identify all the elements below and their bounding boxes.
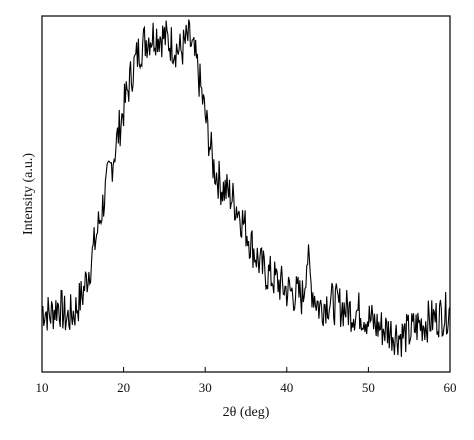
y-axis-label: Intensity (a.u.) bbox=[21, 153, 36, 235]
plot-layer bbox=[41, 19, 451, 357]
x-tick-label: 60 bbox=[444, 380, 457, 395]
x-tick-label: 20 bbox=[117, 380, 130, 395]
plot-frame bbox=[41, 15, 451, 373]
x-tick-label: 50 bbox=[362, 380, 375, 395]
x-tick-label: 40 bbox=[280, 380, 293, 395]
x-axis-label: 2θ (deg) bbox=[223, 405, 270, 420]
x-tick-label: 30 bbox=[199, 380, 212, 395]
xrd-series-line bbox=[41, 19, 451, 357]
x-tick-label: 10 bbox=[36, 380, 49, 395]
tick-layer: 10 20 30 40 50 60 bbox=[36, 367, 457, 395]
